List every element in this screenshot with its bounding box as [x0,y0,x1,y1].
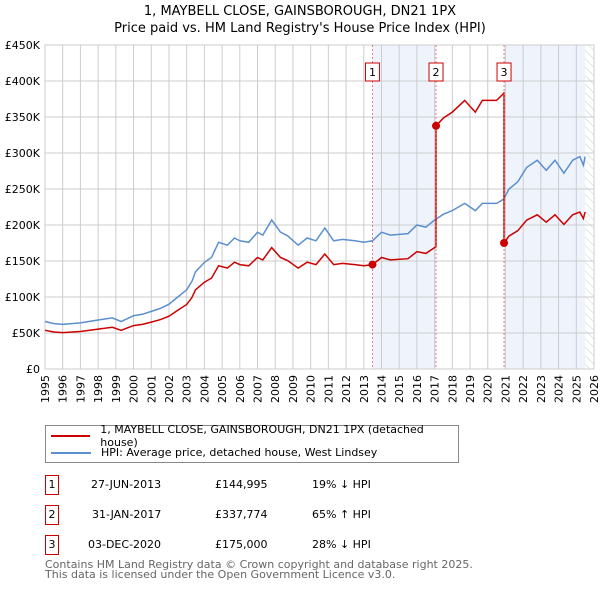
x-tick-label: 2023 [535,375,548,403]
sale-point [368,260,377,269]
hpi-line [44,155,586,326]
legend-line-red [51,434,91,437]
shaded-region [372,45,437,369]
sale-point [500,239,509,247]
x-tick-label: 2025 [570,375,583,403]
x-tick-label: 2001 [145,375,158,403]
x-tick-label: 2014 [375,375,388,403]
chart-title: 1, MAYBELL CLOSE, GAINSBOROUGH, DN21 1PX [143,4,457,19]
sale-point [432,121,441,130]
x-tick-label: 2000 [128,375,141,403]
y-tick-label: £350K [5,111,41,124]
sale-label: 3 [501,66,508,79]
x-tick-label: 2002 [163,375,176,403]
x-tick-label: 2026 [588,375,600,403]
legend-label: 1, MAYBELL CLOSE, GAINSBOROUGH, DN21 1PX… [100,422,424,449]
sale-label: 1 [369,66,376,79]
y-tick-label: £0 [26,363,40,376]
y-tick-label: £250K [5,183,41,196]
x-tick-label: 2021 [499,375,512,403]
x-tick-label: 2019 [464,375,477,403]
sale-label-box [496,62,512,82]
x-tick-label: 1995 [39,375,52,403]
x-tick-label: 2015 [393,375,406,403]
y-tick-label: £150K [5,255,41,268]
x-tick-label: 2007 [252,375,265,403]
x-tick-label: 2024 [553,375,566,403]
x-tick-label: 2011 [322,375,335,403]
price-chart: 1995 1996 1997 1998 1999 2000 2001 2002 2003 2004… [5,39,600,403]
x-tick-label: 2012 [340,375,353,403]
forecast-hatch [585,45,594,369]
shaded-region [504,45,586,369]
legend-line-blue [51,451,91,454]
licence-text: This data is licensed under the Open Gov… [45,568,396,581]
x-tick-label: 2005 [216,375,229,403]
x-tick-label: 1999 [110,375,123,403]
x-tick-label: 2022 [517,375,530,403]
x-tick-label: 2016 [411,375,424,403]
x-tick-label: 2006 [234,375,247,403]
x-tick-label: 2013 [358,375,371,403]
x-tick-label: 2008 [269,375,282,403]
y-tick-label: £300K [5,147,41,160]
sale-date: 27-JUN-2013 [91,478,162,491]
sale-price: £144,995 [215,478,268,491]
legend: 1, MAYBELL CLOSE, GAINSBOROUGH, DN21 1PX… [45,423,459,463]
y-tick-label: £450K [5,39,41,52]
x-tick-label: 1996 [57,375,70,403]
x-tick-label: 1998 [92,375,105,403]
sale-date: 31-JAN-2017 [92,508,162,521]
y-tick-label: £50K [12,327,41,340]
x-tick-label: 2017 [429,375,442,403]
x-tick-label: 2009 [287,375,300,403]
y-tick-label: £200K [5,219,41,232]
sale-label: 2 [433,66,440,79]
x-tick-label: 1997 [74,375,87,403]
legend-item-price: 1, MAYBELL CLOSE, GAINSBOROUGH, DN21 1PX… [46,423,458,449]
sale-price: £337,774 [215,508,268,521]
sale-label-box [428,62,444,82]
x-tick-label: 2018 [446,375,459,403]
x-tick-label: 2020 [482,375,495,403]
sale-price: £175,000 [215,538,268,551]
sale-marker: 3 [45,535,59,555]
sale-hpi: 28% ↓ HPI [312,538,371,551]
sale-hpi: 19% ↓ HPI [312,478,371,491]
sale-date: 03-DEC-2020 [88,538,162,551]
chart-subtitle: Price paid vs. HM Land Registry's House … [114,21,486,36]
legend-item-hpi: HPI: Average price, detached house, West… [46,444,377,461]
sale-marker: 2 [45,505,59,525]
legend-label: HPI: Average price, detached house, West… [101,446,378,459]
sale-marker: 1 [45,475,59,495]
y-tick-label: £100K [5,291,41,304]
y-tick-label: £400K [5,75,41,88]
copyright-text: Contains HM Land Registry data © Crown c… [45,558,473,571]
sale-hpi: 65% ↑ HPI [312,508,371,521]
footer: Contains HM Land Registry data © Crown c… [45,558,473,581]
sale-label-box [364,62,380,82]
x-tick-label: 2003 [181,375,194,403]
x-tick-label: 2004 [198,375,211,403]
plot-frame [44,44,595,370]
x-tick-label: 2010 [305,375,318,403]
